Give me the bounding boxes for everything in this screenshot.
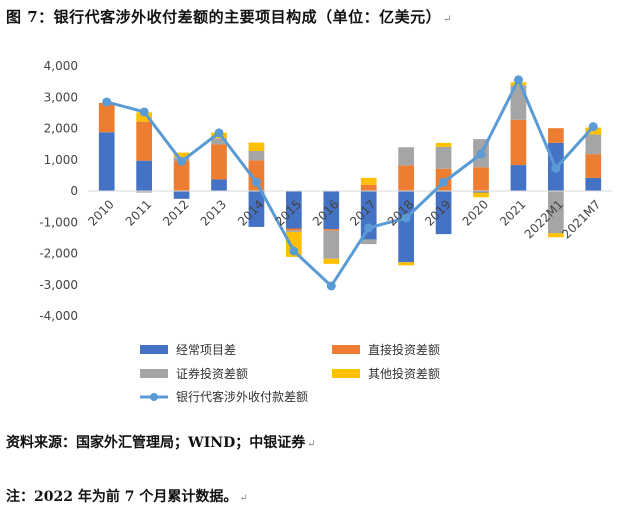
x-tick-label: 2021M7 [559,197,603,241]
legend-label: 其他投资差额 [368,366,440,381]
bar-segment [136,160,153,191]
paragraph-mark-icon: ↵ [307,439,316,450]
x-tick-label: 2013 [198,197,229,228]
bar-segment [473,192,489,198]
paragraph-mark-icon: ↵ [239,493,248,504]
bar-segment [435,142,452,147]
stacked-bar-line-chart: 4,000 3,000 2,000 1,000 0 -1,000 -2,000 -3,000 -… [39,59,612,404]
x-tick-label: 2011 [123,197,154,228]
net-line-point [289,246,299,256]
bar-segment [435,146,452,169]
bar-segment [398,262,415,266]
bar-segment [585,134,602,155]
bar-segment [98,102,115,133]
net-line-point [551,163,561,173]
net-line-point [139,107,149,117]
bar-segment [285,230,302,232]
bar-segment [510,85,527,120]
bar-segment [285,191,302,229]
bar-segment [285,228,302,231]
bar-segment [360,177,377,185]
bar-segment [510,165,527,191]
bar-segment [398,165,415,191]
bar-segment [173,152,190,158]
net-line-point [214,128,224,138]
y-tick-label: -4,000 [39,309,78,323]
bar-segment [136,121,153,161]
net-line-point [326,281,336,291]
x-tick-label: 2021 [497,197,528,228]
y-axis-ticks: 4,000 3,000 2,000 1,000 0 -1,000 -2,000 -3,000 -… [39,59,78,323]
bar-segment [323,258,340,264]
bar-segment [360,184,377,191]
footnote: 注：2022 年为前 7 个月累计数据。 ↵ [6,489,248,505]
bar-segment [547,128,564,143]
bar-segment [136,112,153,122]
y-tick-label: 4,000 [44,59,78,73]
bar-segment [398,191,415,263]
net-line-point [439,177,449,187]
bar-segment [547,233,564,238]
bar-segment [173,191,190,199]
legend-line-marker [150,393,158,401]
bar-segment [248,191,265,227]
legend-label: 证券投资差额 [176,366,248,381]
bar-segment [435,191,452,235]
y-tick-label: 2,000 [44,122,78,136]
net-line-point [364,223,374,233]
bar-segment [248,142,265,151]
bar-segment [211,144,227,180]
x-tick-label: 2020 [460,197,491,228]
x-tick-label: 2012 [160,197,191,228]
bar-segment [510,119,527,166]
bar-segment [398,147,415,166]
paragraph-mark-icon: ↵ [443,14,453,25]
bar-segment [323,229,340,231]
source-note: 资料来源：国家外汇管理局；WIND；中银证券 ↵ [6,435,316,451]
y-tick-label: -1,000 [39,215,78,229]
net-line-point [588,122,598,132]
bar-segment [248,151,265,161]
y-tick-label: 3,000 [44,90,78,104]
y-tick-label: -3,000 [39,278,78,292]
y-tick-label: 1,000 [44,153,78,167]
net-line-point [513,75,523,85]
chart-area: 4,000 3,000 2,000 1,000 0 -1,000 -2,000 -3,000 -… [0,36,641,420]
net-line-point [177,156,187,166]
legend-label: 经常项目差 [176,343,236,357]
y-tick-label: 0 [70,184,78,198]
y-tick-label: -2,000 [39,247,78,261]
net-line-point [251,177,261,187]
bar-segment [211,179,227,191]
legend-swatch [332,369,360,378]
legend-label: 直接投资差额 [368,342,440,357]
bar-segment [585,154,602,178]
legend-swatch [140,369,168,378]
x-axis-ticks: 2010 2011 2012 2013 2014 2015 2016 2017 2018 2019… [85,197,603,241]
figure-title: 图 7：银行代客涉外收付差额的主要项目构成（单位：亿美元） ↵ [6,8,453,26]
bar-segment [211,138,227,145]
bar-segment [473,191,489,193]
bar-segment [98,132,115,191]
legend-swatch [332,345,360,354]
net-line-point [401,213,411,223]
bar-segment [136,191,153,193]
net-line-path [106,78,595,288]
bar-segment [173,160,190,191]
bar-segment [547,191,564,234]
bar-segment [323,230,340,259]
bar-segment [360,239,377,245]
bars [98,82,602,266]
bar-segment [323,191,340,230]
bar-segment [585,177,602,191]
net-line-point [102,97,112,107]
x-tick-label: 2010 [85,197,116,228]
legend-label: 银行代客涉外收付款差额 [176,389,308,404]
net-line-point [476,149,486,159]
net-line-series [102,75,598,291]
bar-segment [473,167,489,191]
legend-swatch [140,345,168,354]
